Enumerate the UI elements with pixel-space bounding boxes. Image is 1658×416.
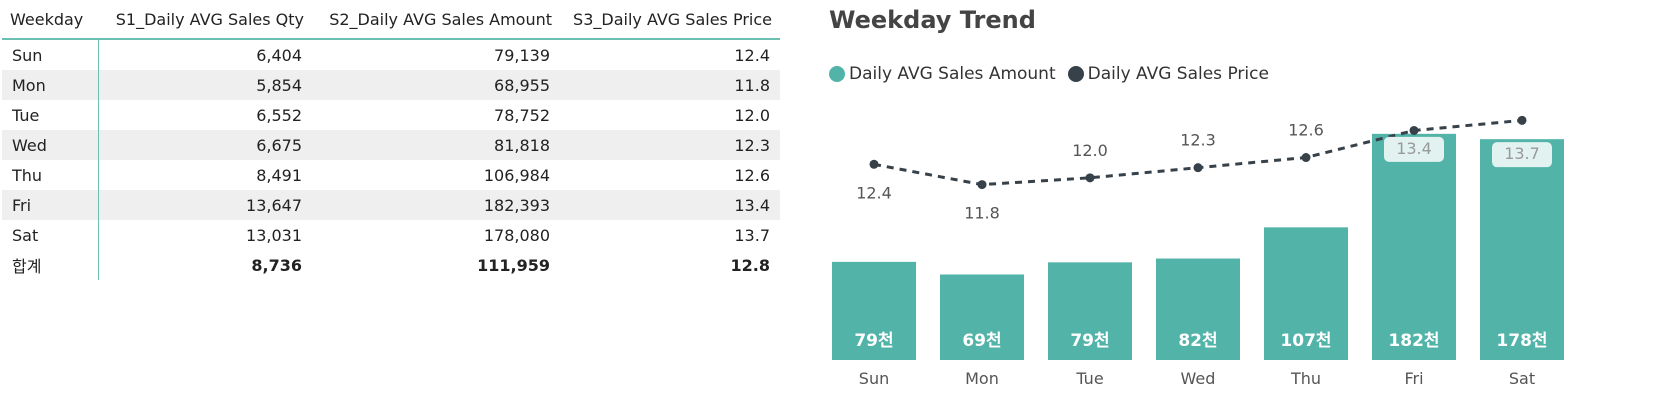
bar-label-fri: 182천	[1388, 331, 1439, 351]
x-tick-sat: Sat	[1509, 369, 1535, 388]
cell-price: 13.4	[560, 190, 780, 220]
bar-label-mon: 69천	[962, 331, 1001, 351]
price-point-fri	[1409, 125, 1419, 135]
total-amount: 111,959	[312, 250, 560, 280]
bar-mon	[940, 274, 1024, 360]
legend-marker-amount	[829, 66, 845, 82]
cell-weekday: Sun	[2, 39, 99, 70]
cell-qty: 13,647	[98, 190, 312, 220]
cell-weekday: Thu	[2, 160, 99, 190]
price-label-tue: 12.0	[1072, 141, 1108, 160]
price-label-thu: 12.6	[1288, 121, 1324, 140]
cell-price: 11.8	[560, 70, 780, 100]
price-label-wed: 12.3	[1180, 131, 1216, 150]
cell-price: 12.4	[560, 39, 780, 70]
cell-weekday: Fri	[2, 190, 99, 220]
cell-amount: 79,139	[312, 39, 560, 70]
price-point-sat	[1517, 115, 1527, 125]
legend-item-amount[interactable]: Daily AVG Sales Amount	[829, 64, 1056, 84]
price-label-bg-fri	[1384, 136, 1444, 162]
bar-wed	[1156, 258, 1240, 360]
cell-weekday: Sat	[2, 220, 99, 250]
price-label-mon: 11.8	[964, 204, 1000, 223]
table-row[interactable]: Thu 8,491 106,984 12.6	[2, 160, 780, 190]
x-tick-wed: Wed	[1181, 369, 1216, 388]
table-row[interactable]: Sun 6,404 79,139 12.4	[2, 39, 780, 70]
x-tick-thu: Thu	[1290, 369, 1321, 388]
legend-label-price: Daily AVG Sales Price	[1087, 64, 1269, 84]
bar-label-sun: 79천	[854, 331, 893, 351]
cell-price: 12.3	[560, 130, 780, 160]
cell-qty: 13,031	[98, 220, 312, 250]
x-tick-fri: Fri	[1404, 369, 1423, 388]
cell-qty: 6,675	[98, 130, 312, 160]
table-total-row[interactable]: 합계 8,736 111,959 12.8	[2, 250, 780, 280]
cell-price: 12.0	[560, 100, 780, 130]
cell-amount: 182,393	[312, 190, 560, 220]
price-label-sat: 13.7	[1504, 144, 1540, 163]
header-weekday[interactable]: Weekday	[2, 0, 98, 40]
cell-price: 12.6	[560, 160, 780, 190]
x-tick-mon: Mon	[965, 369, 999, 388]
data-table: Weekday S1_Daily AVG Sales Qty S2_Daily …	[2, 0, 780, 280]
bar-tue	[1048, 262, 1132, 360]
chart-legend: Daily AVG Sales Amount Daily AVG Sales P…	[829, 64, 1281, 84]
bar-label-wed: 82천	[1178, 331, 1217, 351]
cell-qty: 6,404	[98, 39, 312, 70]
bar-label-sat: 178천	[1496, 331, 1547, 351]
total-price: 12.8	[560, 250, 780, 280]
x-tick-sun: Sun	[859, 369, 889, 388]
cell-amount: 78,752	[312, 100, 560, 130]
total-qty: 8,736	[98, 250, 312, 280]
cell-amount: 178,080	[312, 220, 560, 250]
table-row[interactable]: Fri 13,647 182,393 13.4	[2, 190, 780, 220]
price-point-sun	[869, 159, 879, 169]
price-label-bg-sat	[1492, 142, 1552, 168]
bar-sat	[1480, 139, 1564, 360]
bar-label-thu: 107천	[1280, 331, 1331, 351]
legend-item-price[interactable]: Daily AVG Sales Price	[1067, 64, 1269, 84]
x-tick-tue: Tue	[1075, 369, 1103, 388]
cell-amount: 106,984	[312, 160, 560, 190]
header-qty[interactable]: S1_Daily AVG Sales Qty	[98, 0, 312, 40]
header-amount[interactable]: S2_Daily AVG Sales Amount	[312, 0, 560, 40]
table-row[interactable]: Sat 13,031 178,080 13.7	[2, 220, 780, 250]
table-row[interactable]: Wed 6,675 81,818 12.3	[2, 130, 780, 160]
legend-label-amount: Daily AVG Sales Amount	[849, 64, 1056, 84]
price-point-wed	[1193, 163, 1203, 173]
cell-qty: 5,854	[98, 70, 312, 100]
cell-weekday: Mon	[2, 70, 99, 100]
cell-amount: 68,955	[312, 70, 560, 100]
header-price[interactable]: S3_Daily AVG Sales Price	[560, 0, 780, 40]
price-label-fri: 13.4	[1396, 139, 1432, 158]
cell-price: 13.7	[560, 220, 780, 250]
cell-weekday: Wed	[2, 130, 99, 160]
chart-title: Weekday Trend	[829, 6, 1036, 34]
price-point-tue	[1085, 173, 1095, 183]
bar-thu	[1264, 227, 1348, 360]
cell-weekday: Tue	[2, 100, 99, 130]
table-row[interactable]: Tue 6,552 78,752 12.0	[2, 100, 780, 130]
bar-fri	[1372, 133, 1456, 360]
legend-marker-price	[1067, 66, 1084, 82]
price-label-sun: 12.4	[856, 183, 892, 202]
bar-label-tue: 79천	[1070, 331, 1109, 351]
price-point-thu	[1301, 153, 1311, 163]
bar-sun	[832, 261, 916, 360]
total-weekday: 합계	[2, 250, 99, 280]
cell-qty: 8,491	[98, 160, 312, 190]
cell-amount: 81,818	[312, 130, 560, 160]
price-point-mon	[977, 180, 987, 190]
cell-qty: 6,552	[98, 100, 312, 130]
table-row[interactable]: Mon 5,854 68,955 11.8	[2, 70, 780, 100]
